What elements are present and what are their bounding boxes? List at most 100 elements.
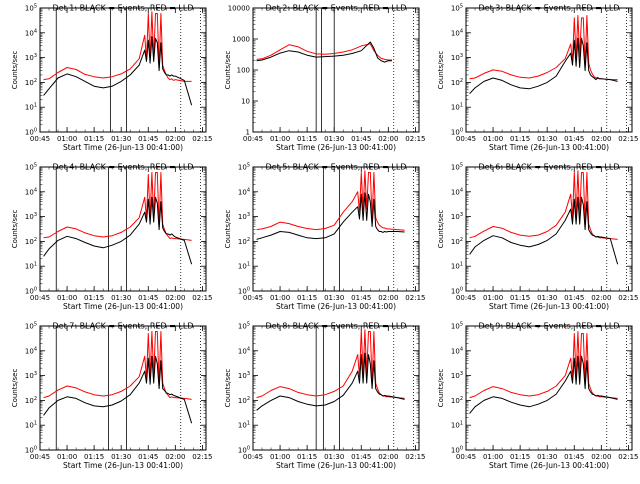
x-tick-label: 02:00 xyxy=(591,294,611,302)
plot-frame xyxy=(252,325,420,451)
panel-det-6: Det 6: BLACK = Events, RED = LLD 100 101 10… xyxy=(437,163,638,312)
y-axis-label: Counts/sec xyxy=(11,210,19,249)
x-tick-label: 01:30 xyxy=(324,135,344,143)
x-tick-label: 02:15 xyxy=(192,453,212,461)
y-tick-label: 105 xyxy=(451,163,463,172)
x-tick-label: 00:45 xyxy=(243,453,263,461)
y-tick-label: 101 xyxy=(451,262,463,271)
y-tick-label: 101 xyxy=(238,421,250,430)
y-tick-label: 103 xyxy=(451,371,463,380)
series-line-events xyxy=(469,196,619,265)
series-line-lld xyxy=(469,15,618,81)
x-axis-label: Start Time (26-Jun-13 00:41:00) xyxy=(276,302,396,311)
series-line-lld xyxy=(43,172,192,241)
y-tick-label: 100 xyxy=(451,287,463,296)
plot-frame xyxy=(465,325,633,451)
y-axis-label: Counts/sec xyxy=(11,51,19,90)
series-line-events xyxy=(43,36,193,106)
x-axis-label: Start Time (26-Jun-13 00:41:00) xyxy=(276,143,396,152)
x-tick-label: 00:45 xyxy=(456,453,476,461)
y-tick-label: 102 xyxy=(25,396,37,405)
y-tick-label: 104 xyxy=(451,28,463,37)
x-tick-label: 01:45 xyxy=(564,294,584,302)
x-tick-label: 00:45 xyxy=(30,294,50,302)
x-axis-label: Start Time (26-Jun-13 00:41:00) xyxy=(63,143,183,152)
x-tick-label: 01:00 xyxy=(270,135,290,143)
panel-det-9: Det 9: BLACK = Events, RED = LLD 100 101 10… xyxy=(437,322,638,471)
series-line-events xyxy=(469,37,618,95)
x-tick-label: 02:15 xyxy=(618,135,638,143)
y-tick-label: 1000 xyxy=(232,36,250,44)
y-tick-label: 103 xyxy=(451,53,463,62)
y-tick-label: 105 xyxy=(451,4,463,13)
y-tick-label: 104 xyxy=(238,187,250,196)
y-tick-label: 100 xyxy=(25,446,37,455)
panel-title: Det 8: BLACK = Events, RED = LLD xyxy=(266,322,407,331)
panel-title: Det 9: BLACK = Events, RED = LLD xyxy=(479,322,620,331)
x-tick-label: 01:15 xyxy=(297,135,317,143)
series-line-lld xyxy=(43,11,192,82)
x-tick-label: 01:45 xyxy=(138,135,158,143)
y-tick-label: 10000 xyxy=(228,5,250,13)
x-axis-label: Start Time (26-Jun-13 00:41:00) xyxy=(489,302,609,311)
series-line-events xyxy=(256,352,405,411)
series-line-events xyxy=(256,41,392,63)
panel-det-5: Det 5: BLACK = Events, RED = LLD 100 101 10… xyxy=(224,163,425,312)
panel-title: Det 1: BLACK = Events, RED = LLD xyxy=(53,4,194,13)
y-tick-label: 103 xyxy=(451,212,463,221)
panel-det-8: Det 8: BLACK = Events, RED = LLD 100 101 10… xyxy=(224,322,425,471)
x-tick-label: 01:45 xyxy=(351,294,371,302)
x-tick-label: 02:00 xyxy=(165,453,185,461)
x-tick-label: 00:45 xyxy=(456,135,476,143)
x-tick-label: 00:45 xyxy=(243,135,263,143)
y-tick-label: 102 xyxy=(451,237,463,246)
series-line-events xyxy=(43,196,193,265)
y-tick-label: 104 xyxy=(451,346,463,355)
y-tick-label: 102 xyxy=(451,396,463,405)
x-tick-label: 02:15 xyxy=(405,294,425,302)
x-tick-label: 02:00 xyxy=(165,135,185,143)
y-tick-label: 105 xyxy=(238,322,250,331)
x-tick-label: 01:45 xyxy=(564,453,584,461)
x-tick-label: 01:00 xyxy=(270,294,290,302)
y-tick-label: 104 xyxy=(25,187,37,196)
x-tick-label: 01:15 xyxy=(297,294,317,302)
series-line-lld xyxy=(469,331,618,399)
series-line-events xyxy=(469,355,618,414)
x-tick-label: 00:45 xyxy=(456,294,476,302)
y-tick-label: 101 xyxy=(25,103,37,112)
y-tick-label: 101 xyxy=(25,421,37,430)
panel-det-1: Det 1: BLACK = Events, RED = LLD 100 101 10… xyxy=(11,4,212,153)
x-tick-label: 02:15 xyxy=(618,294,638,302)
x-tick-label: 01:30 xyxy=(111,294,131,302)
x-tick-label: 01:30 xyxy=(111,135,131,143)
y-axis-label: Counts/sec xyxy=(224,369,232,408)
x-tick-label: 02:00 xyxy=(378,453,398,461)
panel-title: Det 7: BLACK = Events, RED = LLD xyxy=(53,322,194,331)
x-tick-label: 01:45 xyxy=(564,135,584,143)
x-tick-label: 01:30 xyxy=(324,453,344,461)
x-tick-label: 01:15 xyxy=(84,453,104,461)
x-tick-label: 01:30 xyxy=(537,135,557,143)
x-tick-label: 02:15 xyxy=(192,294,212,302)
x-tick-label: 01:45 xyxy=(138,294,158,302)
x-tick-label: 02:00 xyxy=(378,135,398,143)
panel-det-2: Det 2: BLACK = Events, RED = LLD 1 10 100 10… xyxy=(224,4,425,153)
plot-frame xyxy=(39,166,207,292)
y-tick-label: 102 xyxy=(238,396,250,405)
y-tick-label: 102 xyxy=(238,237,250,246)
y-axis-label: Counts/sec xyxy=(437,369,445,408)
x-tick-label: 02:15 xyxy=(618,453,638,461)
y-tick-label: 1 xyxy=(246,129,250,137)
x-tick-label: 02:15 xyxy=(405,453,425,461)
y-tick-label: 102 xyxy=(25,237,37,246)
x-tick-label: 01:45 xyxy=(351,135,371,143)
plot-frame xyxy=(39,7,207,133)
y-tick-label: 101 xyxy=(25,262,37,271)
x-tick-label: 01:15 xyxy=(510,294,530,302)
y-tick-label: 100 xyxy=(25,128,37,137)
series-line-lld xyxy=(256,329,405,399)
y-tick-label: 103 xyxy=(25,212,37,221)
y-tick-label: 103 xyxy=(238,212,250,221)
